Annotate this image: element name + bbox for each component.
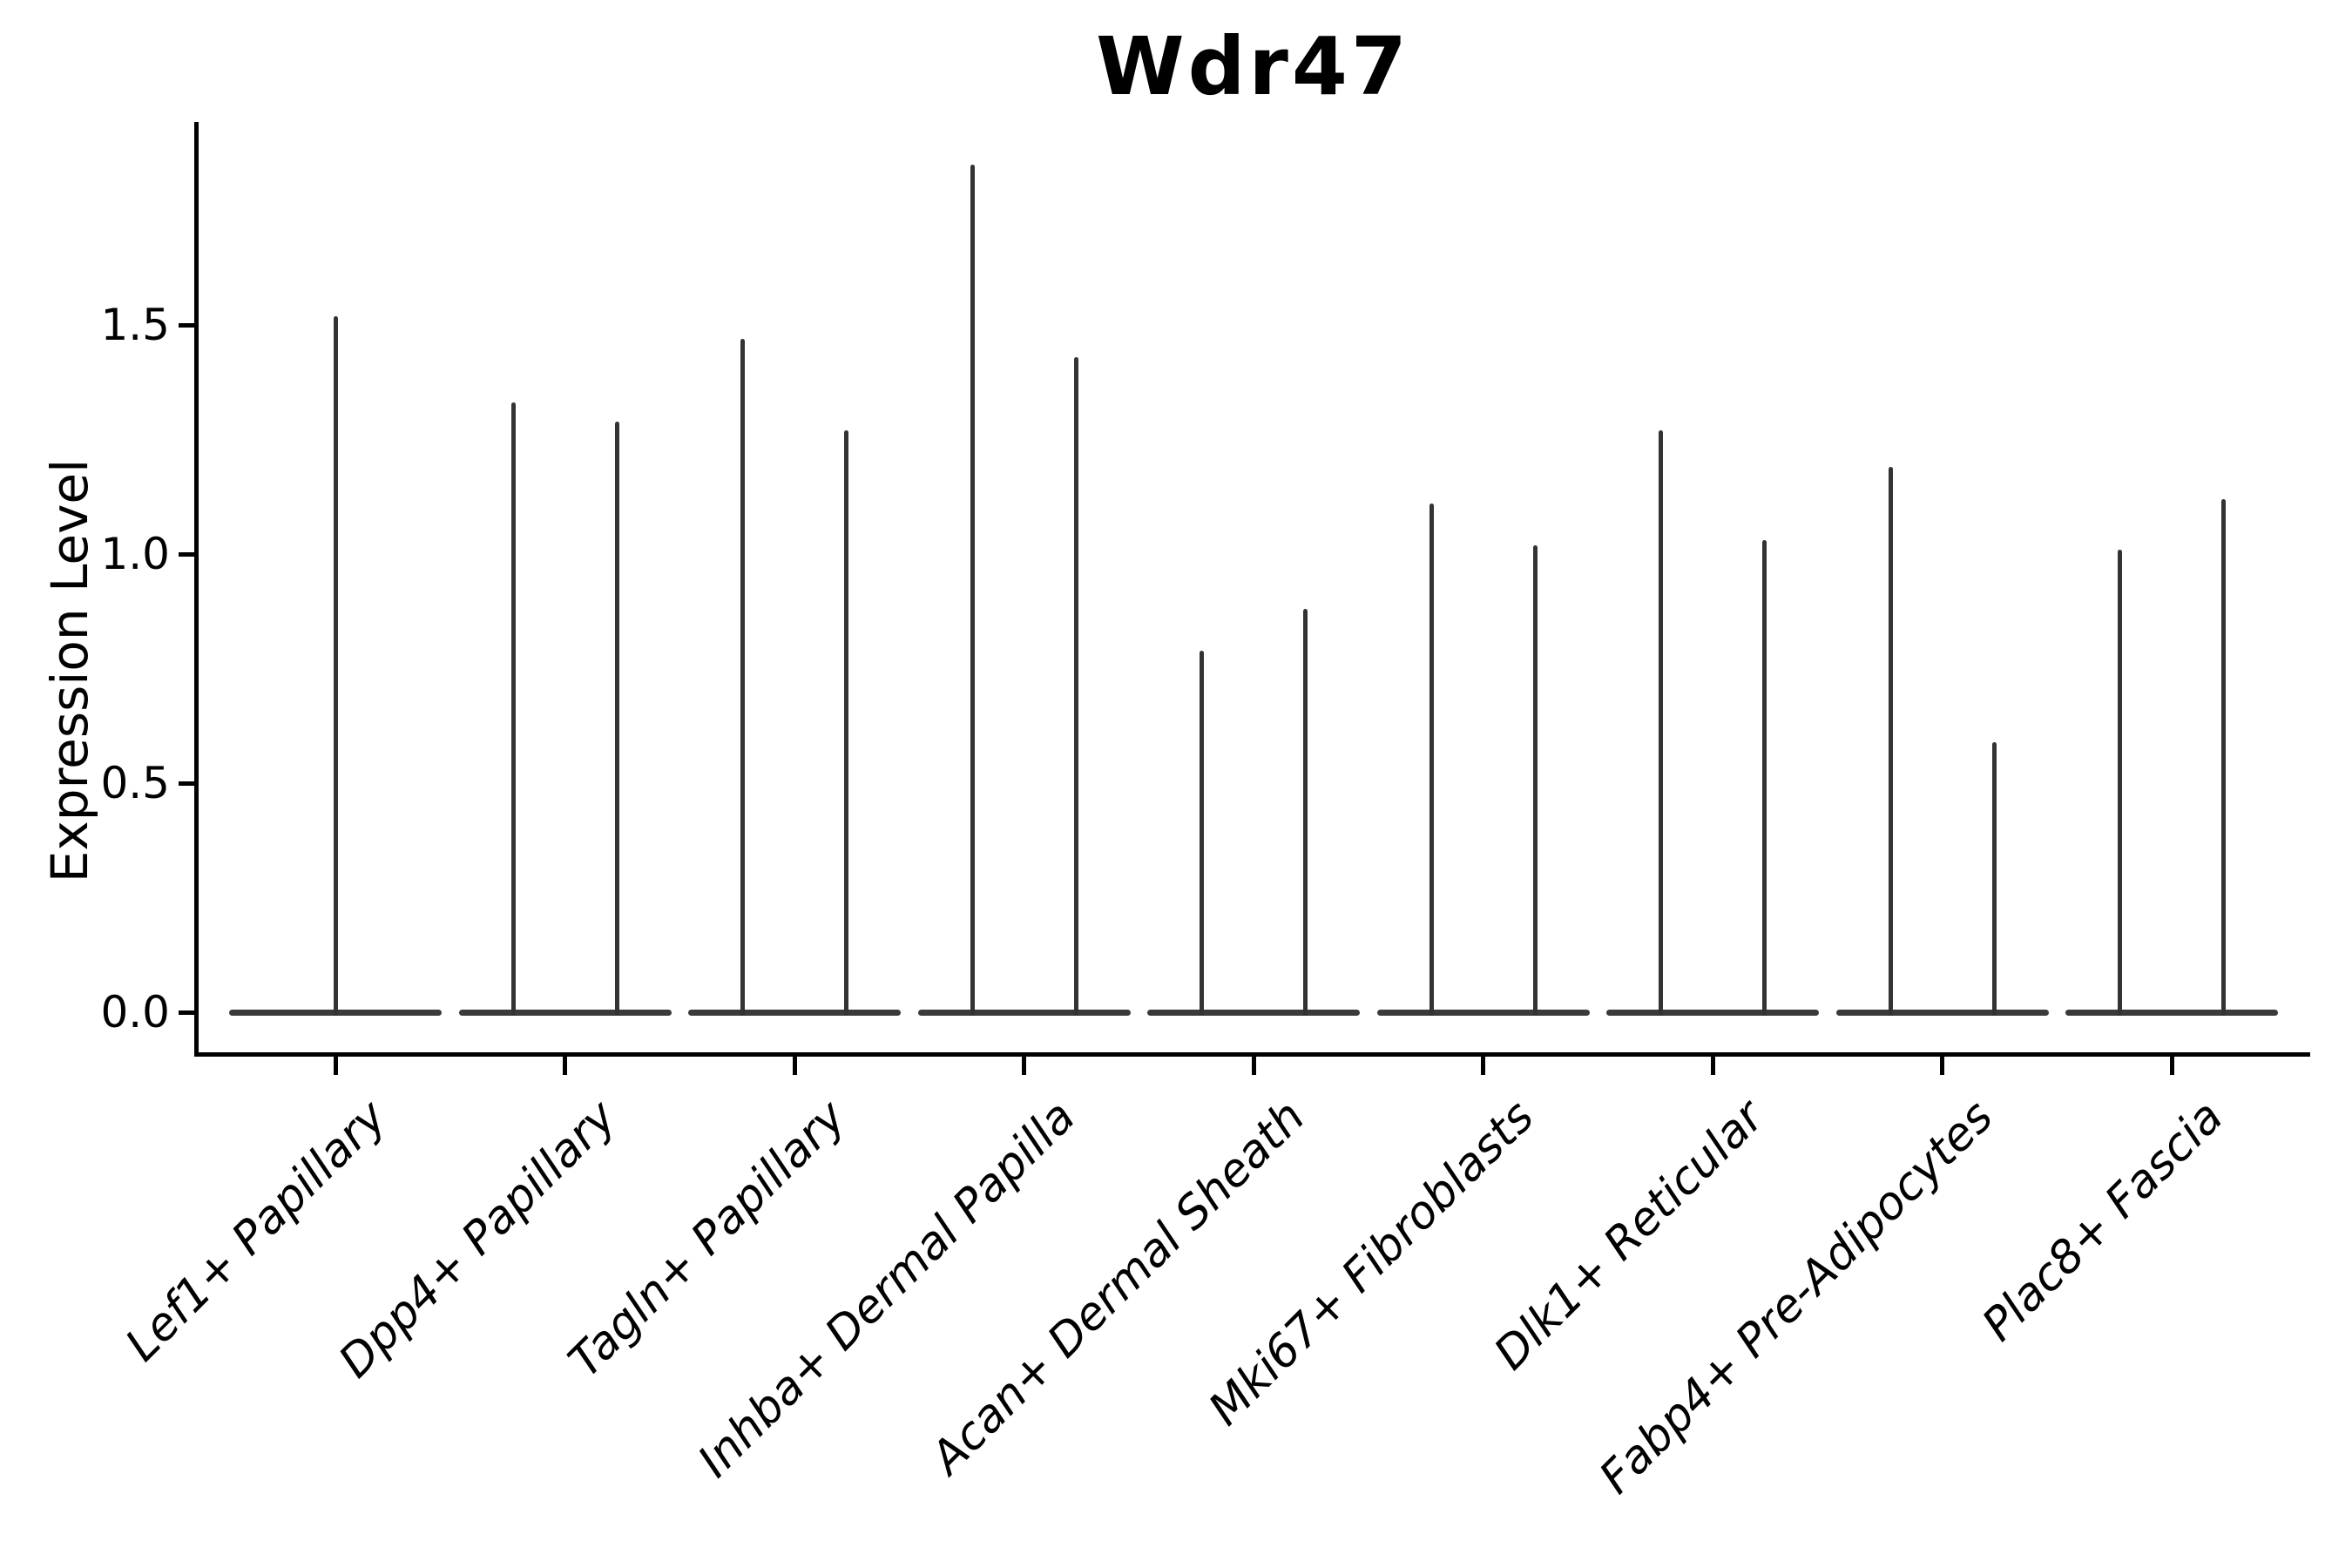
violin-body: [1835, 1009, 2049, 1016]
violin-spike: [1073, 356, 1078, 1016]
y-axis-spine: [194, 122, 199, 1057]
violin-spike: [1762, 540, 1767, 1016]
x-axis-spine: [194, 1052, 2310, 1057]
violin-spike: [2221, 498, 2226, 1016]
violin-spike: [1429, 504, 1434, 1016]
violin-body: [2065, 1009, 2278, 1016]
x-tick-mark: [1710, 1057, 1715, 1075]
x-tick-mark: [333, 1057, 338, 1075]
y-tick-mark: [179, 781, 195, 786]
violin-spike: [1200, 650, 1204, 1016]
violin-body: [688, 1009, 901, 1016]
violin-spike: [1303, 609, 1308, 1016]
x-tick-mark: [1022, 1057, 1026, 1075]
violin-body: [1376, 1009, 1590, 1016]
violin-body: [1606, 1009, 1819, 1016]
x-tick-label: Acan+ Dermal Sheath: [921, 1091, 1315, 1484]
violin-spike: [970, 164, 975, 1016]
y-tick-mark: [179, 551, 195, 557]
x-tick-label: Fabp4+ Pre-Adipocytes: [1590, 1091, 2004, 1504]
violin-spike: [1991, 741, 1997, 1016]
x-tick-label: Inhba+ Dermal Papilla: [688, 1091, 1085, 1488]
x-tick-mark: [2169, 1057, 2174, 1075]
x-tick-label: Plac8+ Fascia: [1972, 1091, 2234, 1352]
y-tick-mark: [179, 322, 195, 328]
x-tick-mark: [1251, 1057, 1256, 1075]
violin-spike: [740, 338, 745, 1016]
violin-spike: [333, 315, 338, 1016]
violin-spike: [1532, 544, 1538, 1016]
x-tick-mark: [792, 1057, 797, 1075]
violin-spike: [510, 402, 516, 1016]
violin-spike: [614, 421, 619, 1016]
plot-title: Wdr47: [1096, 20, 1410, 113]
violin-spike: [1659, 430, 1663, 1016]
violin-body: [917, 1009, 1131, 1016]
violin-spike: [1888, 467, 1893, 1016]
violin-spike: [2118, 549, 2122, 1016]
violin-spike: [844, 430, 848, 1016]
x-tick-mark: [1940, 1057, 1944, 1075]
y-tick-label: 1.0: [100, 529, 170, 580]
y-tick-label: 0.5: [100, 758, 170, 809]
y-axis-label: Expression Level: [40, 458, 99, 883]
x-tick-mark: [1481, 1057, 1485, 1075]
violin-body: [458, 1009, 672, 1016]
y-tick-mark: [179, 1010, 195, 1015]
x-tick-mark: [563, 1057, 567, 1075]
y-tick-label: 0.0: [100, 987, 170, 1038]
violin-body: [1147, 1009, 1360, 1016]
y-tick-label: 1.5: [100, 300, 170, 351]
